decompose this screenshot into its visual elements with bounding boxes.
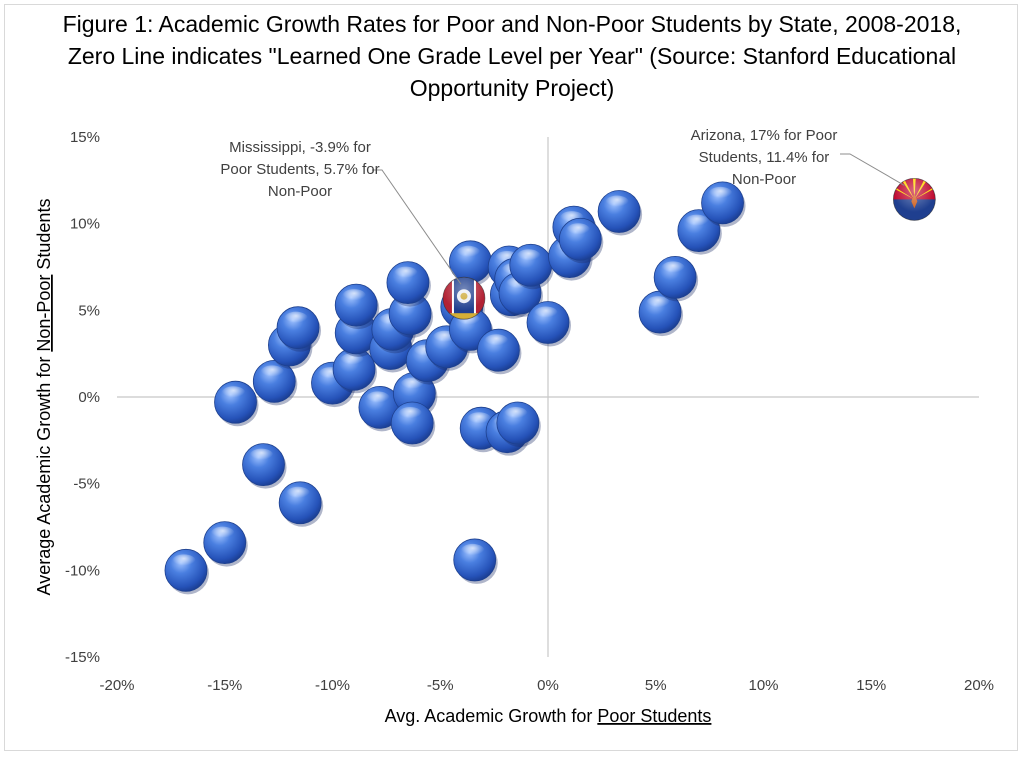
- data-point: [214, 380, 259, 427]
- chart-frame: [4, 4, 1018, 751]
- y-tick-label: -10%: [65, 562, 100, 579]
- y-tick-label: 15%: [70, 129, 100, 146]
- x-tick-label: -15%: [207, 677, 242, 694]
- data-point: [449, 240, 494, 286]
- mississippi-callout-line: Non-Poor: [268, 183, 332, 200]
- data-point: [701, 181, 746, 227]
- data-point: [390, 401, 436, 447]
- arizona-flag-point: [892, 177, 936, 221]
- axes-layer: -20% -15% -10% -5% 0% 5% 10% 15% 20% -15% -10% -5% 0…: [65, 129, 994, 694]
- data-point: [252, 359, 298, 406]
- mississippi-flag-point: [442, 276, 486, 320]
- mississippi-callout-line: Mississippi, -3.9% for: [229, 139, 371, 156]
- x-tick-label: -5%: [427, 677, 454, 694]
- x-tick-label: -20%: [99, 677, 134, 694]
- data-point: [278, 481, 324, 527]
- mississippi-leader-line: [372, 169, 462, 285]
- data-point: [496, 401, 541, 447]
- arizona-callout-line: Students, 11.4% for: [699, 149, 830, 166]
- data-point: [388, 292, 434, 338]
- data-point: [203, 521, 248, 567]
- data-point: [276, 306, 322, 352]
- data-point: [653, 255, 699, 302]
- x-tick-label: 15%: [856, 677, 886, 694]
- y-tick-label: -5%: [73, 476, 100, 493]
- data-point: [597, 190, 643, 236]
- data-point: [526, 301, 571, 347]
- data-point: [332, 347, 378, 394]
- data-point: [509, 243, 554, 290]
- data-point: [334, 283, 380, 330]
- mississippi-callout-line: Poor Students, 5.7% for: [220, 161, 379, 178]
- x-axis-title: Avg. Academic Growth for Poor Students: [385, 706, 712, 726]
- data-point: [677, 209, 722, 255]
- x-tick-label: -10%: [315, 677, 350, 694]
- chart-title: Figure 1: Academic Growth Rates for Poor…: [62, 11, 962, 101]
- arizona-callout-line: Arizona, 17% for Poor: [691, 127, 838, 144]
- y-tick-label: 5%: [78, 302, 100, 319]
- data-point: [477, 328, 522, 375]
- y-tick-label: -15%: [65, 649, 100, 666]
- y-tick-label: 0%: [78, 389, 100, 406]
- x-tick-label: 5%: [645, 677, 667, 694]
- arizona-callout-line: Non-Poor: [732, 171, 796, 188]
- data-point: [558, 217, 604, 264]
- points-layer: [164, 181, 746, 595]
- data-point: [453, 538, 498, 584]
- data-point: [164, 548, 209, 595]
- x-tick-label: 20%: [964, 677, 994, 694]
- x-tick-label: 0%: [537, 677, 559, 694]
- data-point: [638, 290, 684, 337]
- arizona-leader-line: [840, 153, 905, 186]
- y-axis-title: Average Academic Growth for Non-Poor Stu…: [34, 199, 54, 596]
- y-tick-label: 10%: [70, 216, 100, 233]
- data-point: [386, 261, 431, 307]
- x-tick-label: 10%: [748, 677, 778, 694]
- data-point: [242, 443, 287, 489]
- highlight-layer: Mississippi, -3.9% for Poor Students, 5.7…: [220, 127, 936, 320]
